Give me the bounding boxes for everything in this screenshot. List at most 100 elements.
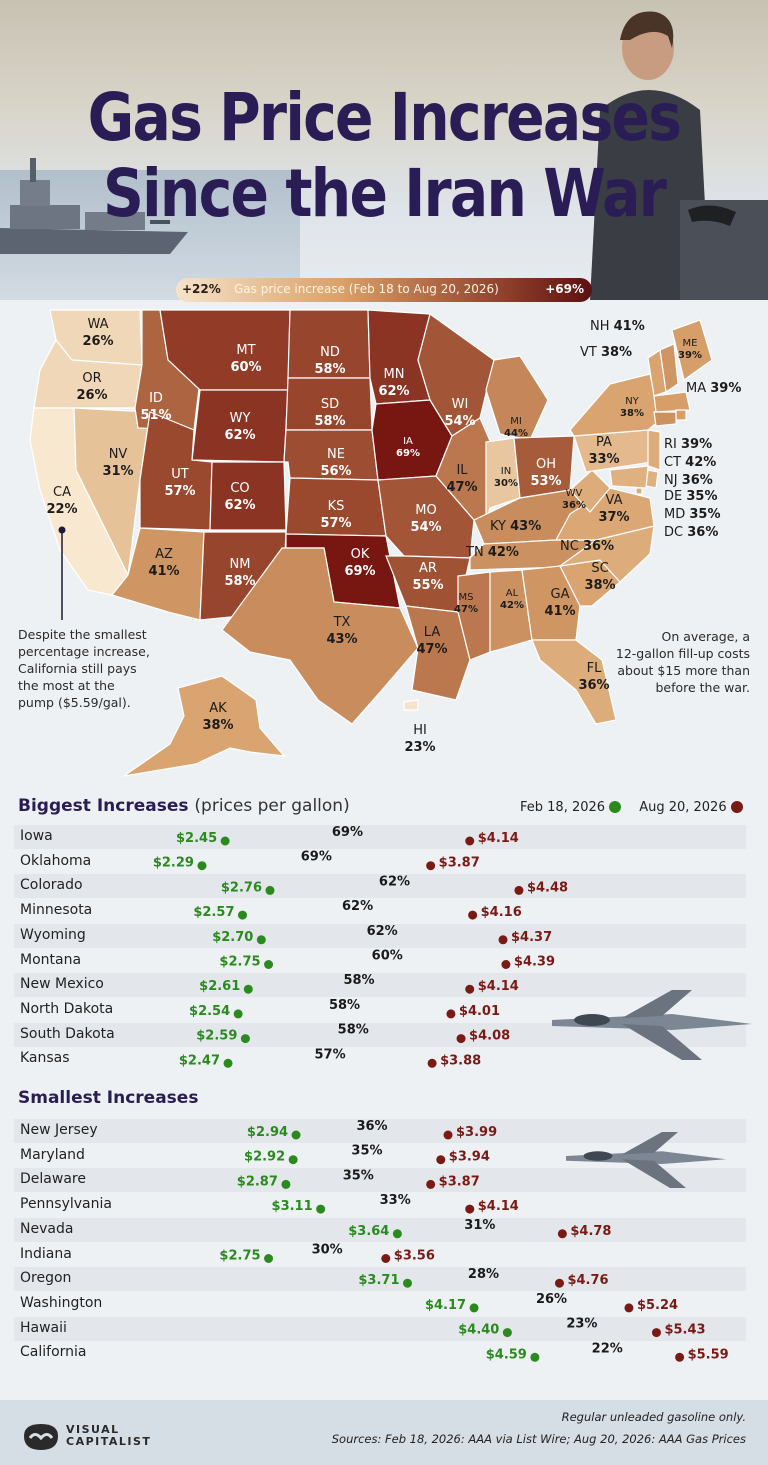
state-label-ga: GA 41% [530,586,590,620]
state-abbr: MA [686,381,711,396]
feb-price-dot [265,885,275,895]
state-abbr: ID [149,391,163,406]
state-in [485,437,521,523]
state-label-nm: NM 58% [210,556,270,590]
dumbbell-row: Maryland [14,1144,746,1168]
feb-price-dot [316,1204,326,1214]
dumbbell-row: Minnesota [14,899,746,923]
state-label-or: OR 26% [62,370,122,404]
state-abbr: NV [108,447,128,462]
pct-increase-label: 62% [367,924,398,939]
feb-price-label: $2.75 [219,1249,260,1264]
aug-price-label: $3.94 [449,1150,490,1165]
state-pct: 62% [378,384,410,399]
feb-price-label: $4.59 [486,1347,527,1362]
state-pct: 39% [678,350,702,361]
average-note: On average, a 12-gallon fill-up costs ab… [616,628,750,696]
state-abbr: NM [229,557,251,572]
state-label-de: DE 35% [664,488,744,505]
state-abbr: WI [451,397,469,412]
state-label-tn: TN 42% [466,544,546,561]
state-abbr: MN [383,367,405,382]
legend-feb-dot [609,801,622,813]
feb-price-dot [264,960,274,969]
aug-price-label: $3.87 [439,1174,480,1189]
legend-low: +22% [182,282,221,296]
feb-price-dot [288,1155,298,1165]
california-callout-dot [58,526,66,534]
aug-price-label: $5.59 [688,1347,729,1362]
state-abbr: NC [560,539,583,554]
feb-price-label: $3.71 [358,1273,399,1288]
pct-increase-label: 62% [379,874,410,889]
aug-price-label: $4.08 [469,1029,510,1044]
state-abbr: AZ [155,547,173,562]
state-abbr: MT [236,343,256,358]
state-pct: 43% [510,519,542,534]
state-pct: 58% [314,414,346,429]
legend-high: +69% [545,282,584,296]
state-label-nv: NV 31% [88,446,148,480]
logo-line-2: CAPITALIST [66,1435,152,1448]
state-abbr: TN [466,545,488,560]
warship-illustration [0,158,188,254]
state-label-pa: PA 33% [574,434,634,468]
title-line-2: Since the Iran War [103,155,667,232]
feb-price-dot [220,836,230,846]
aug-price-dot [427,1058,437,1068]
state-abbr: ND [320,345,340,360]
dumbbell-row: Oklahoma [14,850,746,874]
visual-capitalist-logo: VISUAL CAPITALIST [66,1424,151,1448]
aug-price-dot [456,1034,466,1044]
state-label-ky: KY 43% [490,518,570,535]
state-abbr: DE [664,489,687,504]
state-pct: 38% [600,345,633,360]
state-label-nh: NH 41% [590,318,670,335]
ca-note-line: the most at the [18,678,115,693]
state-pct: 47% [454,604,478,615]
state-pct: 41% [544,604,576,619]
dumbbell-row: Indiana [14,1243,746,1267]
state-pct: 36% [562,500,586,511]
aug-price-dot [436,1155,446,1165]
state-label-ut: UT 57% [150,466,210,500]
state-abbr: OR [82,371,102,386]
aug-price-dot [651,1328,661,1338]
state-abbr: CO [230,481,250,496]
state-ak [123,675,286,777]
state-label-oh: OH 53% [516,456,576,490]
aug-price-label: $4.14 [478,979,519,994]
state-pct: 53% [530,474,562,489]
dumbbell-row: Colorado [14,874,746,899]
footer-sources: Sources: Feb 18, 2026: AAA via List Wire… [331,1432,746,1446]
state-label-wv: WV 36% [544,488,604,512]
dumbbell-row: California [14,1341,746,1365]
state-pct: 22% [46,502,78,517]
state-abbr: CT [664,455,686,470]
color-scale-legend: +22% Gas price increase (Feb 18 to Aug 2… [176,278,592,302]
state-label-wa: WA 26% [68,316,128,350]
state-tx [221,547,419,725]
state-label-mt: MT 60% [216,342,276,376]
state-pct: 56% [320,464,352,479]
feb-price-dot [256,935,266,945]
state-label-ms: MS 47% [436,592,496,616]
state-pct: 57% [320,516,352,531]
state-pct: 42% [487,545,519,560]
state-label-wi: WI 54% [430,396,490,430]
dumbbell-row: Iowa [14,825,746,849]
biggest-title: Biggest Increases [18,796,189,816]
row-state-name: Pennsylvania [20,1196,112,1213]
state-label-ny: NY 38% [602,396,662,420]
row-state-name: Iowa [20,828,53,844]
state-pct: 39% [710,381,742,396]
state-pct: 38% [620,408,644,419]
feb-price-dot [403,1278,412,1288]
feb-price-label: $2.92 [244,1150,285,1165]
state-label-ak: AK 38% [188,700,248,734]
state-me [671,319,713,382]
state-pct: 47% [416,642,448,657]
state-label-nj: NJ 36% [664,472,744,489]
state-pct: 57% [164,484,196,499]
